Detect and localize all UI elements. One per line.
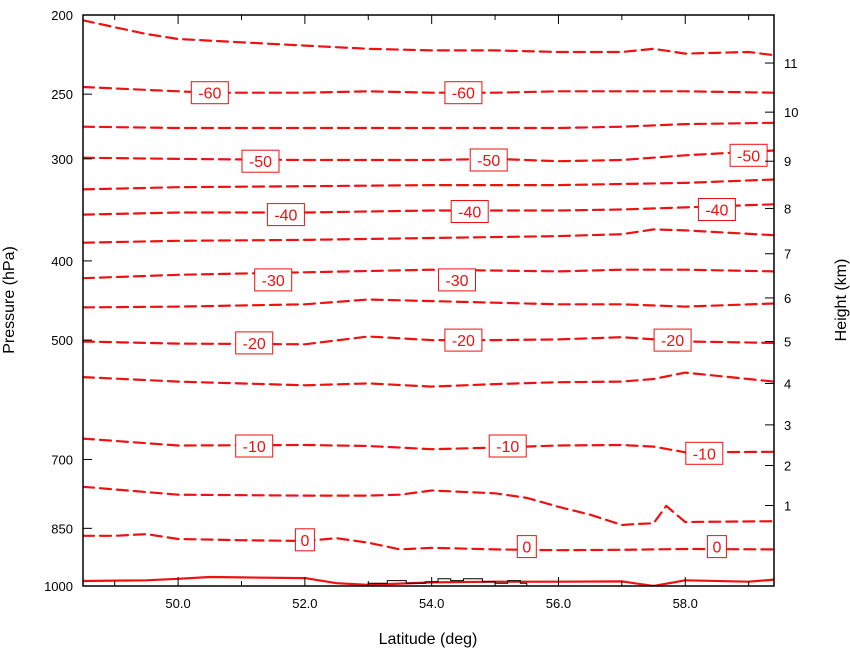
contour-line-0 xyxy=(83,575,774,586)
contour-label: -50 xyxy=(729,143,768,167)
contour-line-neg15 xyxy=(83,437,774,454)
contour-label: -60 xyxy=(190,81,229,105)
x-tick-label: 52.0 xyxy=(292,596,317,611)
contour-label: -50 xyxy=(469,148,508,172)
plot-frame xyxy=(82,14,775,587)
right-tick-label: 2 xyxy=(784,458,791,473)
contour-label-layer: -60 -60 -50 -50 -50 -40 -40 -40 -30 -30 -20 -20 -20 -… xyxy=(190,81,768,559)
x-tick-label: 50.0 xyxy=(165,596,190,611)
right-tick-label: 10 xyxy=(784,105,798,120)
contour-label: 0 xyxy=(516,535,537,559)
contour-line-neg40 xyxy=(83,228,774,244)
contour-line-neg30 xyxy=(83,298,774,309)
terrain-outline xyxy=(367,578,528,586)
contour-label: -40 xyxy=(266,203,305,227)
contour-line-neg65 xyxy=(83,85,774,94)
y-tick-label: 850 xyxy=(51,521,73,536)
contour-label: -10 xyxy=(488,434,527,458)
contour-layer xyxy=(83,19,774,586)
right-tick-label: 11 xyxy=(784,56,798,71)
contour-label: -30 xyxy=(254,268,293,292)
svg-text:0: 0 xyxy=(522,540,531,557)
y-axis-title-left: Pressure (hPa) xyxy=(1,246,18,354)
contour-label: -30 xyxy=(438,268,476,292)
contour-label: -20 xyxy=(444,328,483,352)
contour-label: -10 xyxy=(685,441,724,465)
svg-text:-50: -50 xyxy=(737,148,760,165)
contour-line-neg5 xyxy=(83,533,774,552)
svg-text:-10: -10 xyxy=(693,446,716,463)
svg-text:-50: -50 xyxy=(249,154,272,171)
right-tick-label: 8 xyxy=(784,201,791,216)
contour-label: -50 xyxy=(241,149,280,173)
contour-label: -20 xyxy=(235,331,274,355)
contour-label: -60 xyxy=(444,81,483,105)
axis-tick-layer: 50.0 52.0 54.0 56.0 58.020025030040050070085… xyxy=(44,8,798,611)
svg-text:-40: -40 xyxy=(705,203,728,220)
contour-line-neg20 xyxy=(83,371,774,388)
right-tick-label: 9 xyxy=(784,154,791,169)
y-tick-label: 500 xyxy=(51,333,73,348)
svg-text:-60: -60 xyxy=(198,86,221,103)
svg-text:-30: -30 xyxy=(262,273,285,290)
svg-text:-40: -40 xyxy=(458,205,481,222)
svg-text:-20: -20 xyxy=(243,336,266,353)
contour-line-neg35 xyxy=(83,268,774,280)
y-tick-label: 300 xyxy=(51,152,73,167)
contour-label: -40 xyxy=(450,200,489,223)
contour-label: 0 xyxy=(294,528,315,552)
svg-text:-60: -60 xyxy=(452,86,475,103)
svg-text:-20: -20 xyxy=(661,333,684,350)
contour-line-neg50 xyxy=(83,178,774,191)
svg-text:-50: -50 xyxy=(477,153,500,170)
right-tick-label: 4 xyxy=(784,376,791,391)
y-tick-label: 250 xyxy=(51,87,73,102)
y-tick-label: 700 xyxy=(51,452,73,467)
contour-label: -20 xyxy=(653,328,692,352)
svg-text:-30: -30 xyxy=(445,273,468,290)
x-tick-label: 56.0 xyxy=(546,596,571,611)
terrain-layer xyxy=(367,578,528,586)
right-tick-label: 1 xyxy=(784,498,791,513)
contour-line-neg55 xyxy=(83,149,774,163)
y-axis-title-right: Height (km) xyxy=(833,259,850,342)
x-tick-label: 58.0 xyxy=(673,596,698,611)
right-tick-label: 7 xyxy=(784,247,791,262)
svg-text:-10: -10 xyxy=(243,439,266,456)
svg-text:-40: -40 xyxy=(274,208,297,225)
y-tick-label: 200 xyxy=(51,8,73,23)
right-tick-label: 6 xyxy=(784,291,791,306)
svg-text:0: 0 xyxy=(712,540,721,557)
svg-text:0: 0 xyxy=(300,533,309,550)
contour-line-neg10 xyxy=(83,485,774,527)
contour-label: 0 xyxy=(706,535,727,559)
contour-line-neg60 xyxy=(83,121,774,130)
y-tick-label: 1000 xyxy=(44,579,73,594)
y-tick-label: 400 xyxy=(51,254,73,269)
contour-label: -40 xyxy=(697,198,736,221)
contour-line-neg45 xyxy=(83,203,774,216)
x-tick-label: 54.0 xyxy=(419,596,444,611)
right-tick-label: 3 xyxy=(784,418,791,433)
x-axis-title: Latitude (deg) xyxy=(379,631,478,648)
contour-label: -10 xyxy=(235,434,274,458)
svg-text:-20: -20 xyxy=(452,333,475,350)
contour-line-neg70 xyxy=(83,19,774,57)
right-tick-label: 5 xyxy=(784,334,791,349)
svg-text:-10: -10 xyxy=(496,439,519,456)
